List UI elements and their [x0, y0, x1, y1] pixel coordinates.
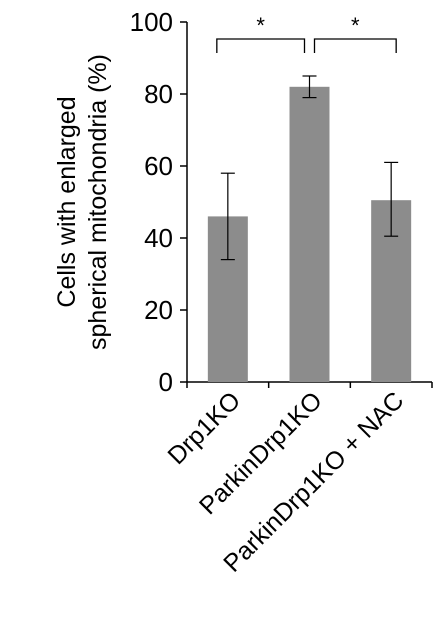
y-tick-label: 80	[144, 79, 173, 109]
y-axis-label-line: spherical mitochondria (%)	[84, 54, 112, 350]
error-bars	[220, 75, 399, 261]
error-bar	[220, 172, 235, 261]
y-axis-ticks: 0 20 40 60 80 100	[130, 7, 187, 397]
error-bar	[384, 161, 399, 237]
y-tick-label: 40	[144, 223, 173, 253]
significance-label: *	[256, 13, 265, 38]
y-tick-label: 60	[144, 151, 173, 181]
significance-label: *	[351, 13, 360, 38]
y-axis-label-line: Cells with enlarged	[53, 96, 81, 307]
significance-brackets: * *	[216, 13, 397, 53]
x-axis-ticks	[186, 382, 433, 388]
y-axis-label: Cells with enlarged spherical mitochondri…	[53, 54, 112, 350]
bars	[207, 86, 412, 383]
significance-bracket: *	[216, 13, 306, 53]
y-tick-label: 0	[159, 367, 173, 397]
bar	[289, 86, 330, 383]
y-tick-label: 100	[130, 7, 173, 37]
error-bar	[302, 75, 317, 99]
x-tick-label: Drp1KO	[162, 386, 246, 470]
significance-bracket: *	[313, 13, 397, 53]
y-tick-label: 20	[144, 295, 173, 325]
